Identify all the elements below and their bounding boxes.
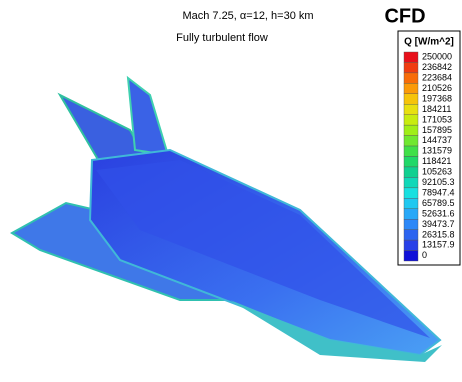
level-label: 171053 xyxy=(422,114,452,124)
color-swatch xyxy=(404,104,418,114)
subtitle: Fully turbulent flow xyxy=(176,32,268,44)
color-swatch xyxy=(404,251,418,261)
color-swatch xyxy=(404,188,418,198)
level-label: 210526 xyxy=(422,83,452,93)
color-swatch xyxy=(404,209,418,219)
level-label: 26315.8 xyxy=(422,229,455,239)
color-swatch xyxy=(404,115,418,125)
level-label: 13157.9 xyxy=(422,240,455,250)
level-label: 105263 xyxy=(422,167,452,177)
colorbar-title: Q [W/m^2] xyxy=(404,37,454,48)
level-label: 92105.3 xyxy=(422,177,455,187)
color-swatch xyxy=(404,177,418,187)
level-label: 52631.6 xyxy=(422,208,455,218)
level-label: 118421 xyxy=(422,156,451,166)
color-swatch xyxy=(404,94,418,104)
level-label: 0 xyxy=(422,250,427,260)
page: Mach 7.25, α=12, h=30 km Fully turbulent… xyxy=(0,0,462,377)
level-label: 250000 xyxy=(422,52,452,62)
color-swatch xyxy=(404,136,418,146)
color-swatch xyxy=(404,52,418,62)
level-label: 184211 xyxy=(422,104,451,114)
level-label: 131579 xyxy=(422,146,452,156)
title: Mach 7.25, α=12, h=30 km xyxy=(182,10,313,22)
color-swatch xyxy=(404,240,418,250)
color-swatch xyxy=(404,230,418,240)
level-label: 223684 xyxy=(422,73,452,83)
level-label: 78947.4 xyxy=(422,187,455,197)
level-label: 39473.7 xyxy=(422,219,455,229)
color-swatch xyxy=(404,146,418,156)
level-label: 236842 xyxy=(422,62,452,72)
color-swatch xyxy=(404,83,418,93)
badge: CFD xyxy=(384,5,425,27)
vehicle xyxy=(12,78,442,362)
colorbar: 2500002368422236842105261973681842111710… xyxy=(404,52,455,261)
level-label: 157895 xyxy=(422,125,452,135)
level-label: 65789.5 xyxy=(422,198,455,208)
color-swatch xyxy=(404,62,418,72)
color-swatch xyxy=(404,219,418,229)
color-swatch xyxy=(404,125,418,135)
color-swatch xyxy=(404,73,418,83)
color-swatch xyxy=(404,198,418,208)
level-label: 144737 xyxy=(422,135,452,145)
level-label: 197368 xyxy=(422,93,452,103)
color-swatch xyxy=(404,167,418,177)
color-swatch xyxy=(404,157,418,167)
